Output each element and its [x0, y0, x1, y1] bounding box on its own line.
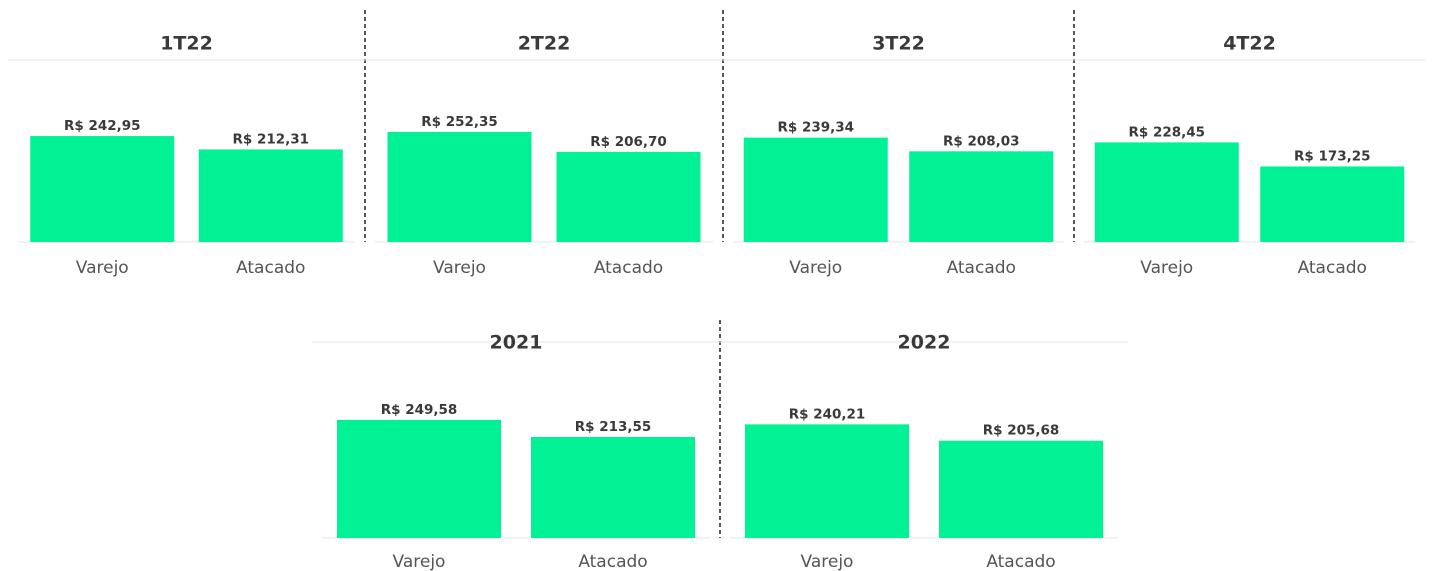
- category-label: Atacado: [1298, 258, 1367, 278]
- chart-title: 2021: [490, 332, 543, 354]
- category-label: Varejo: [393, 552, 446, 571]
- value-label: R$ 213,55: [575, 419, 652, 435]
- category-label: Atacado: [986, 552, 1055, 571]
- category-label: Atacado: [578, 552, 647, 571]
- value-label: R$ 228,45: [1128, 124, 1205, 140]
- bar: [939, 440, 1103, 538]
- bar: [1094, 142, 1239, 242]
- value-label: R$ 205,68: [983, 423, 1060, 439]
- value-label: R$ 208,03: [943, 133, 1020, 149]
- bar: [743, 137, 888, 242]
- bar: [30, 136, 175, 242]
- category-label: Varejo: [76, 258, 129, 278]
- category-label: Atacado: [947, 258, 1016, 278]
- chart-title: 4T22: [1223, 33, 1276, 55]
- bar: [556, 151, 701, 242]
- chart-title: 1T22: [160, 33, 213, 55]
- category-label: Varejo: [789, 258, 842, 278]
- bar: [531, 436, 695, 538]
- value-label: R$ 249,58: [381, 402, 458, 418]
- category-label: Varejo: [801, 552, 854, 571]
- category-label: Varejo: [433, 258, 486, 278]
- value-label: R$ 239,34: [777, 120, 854, 136]
- bar: [909, 151, 1054, 242]
- value-label: R$ 206,70: [590, 134, 667, 150]
- bar: [1260, 166, 1405, 242]
- bar: [337, 419, 501, 538]
- value-label: R$ 173,25: [1294, 148, 1371, 164]
- value-label: R$ 252,35: [421, 114, 498, 130]
- bar: [387, 131, 532, 242]
- chart-title: 3T22: [872, 33, 925, 55]
- value-label: R$ 212,31: [232, 131, 309, 147]
- value-label: R$ 242,95: [64, 118, 141, 134]
- bar: [198, 149, 343, 242]
- category-label: Varejo: [1140, 258, 1193, 278]
- value-label: R$ 240,21: [789, 406, 866, 422]
- chart-title: 2T22: [518, 33, 571, 55]
- category-label: Atacado: [594, 258, 663, 278]
- chart-title: 2022: [898, 332, 951, 354]
- bar: [745, 424, 909, 538]
- category-label: Atacado: [236, 258, 305, 278]
